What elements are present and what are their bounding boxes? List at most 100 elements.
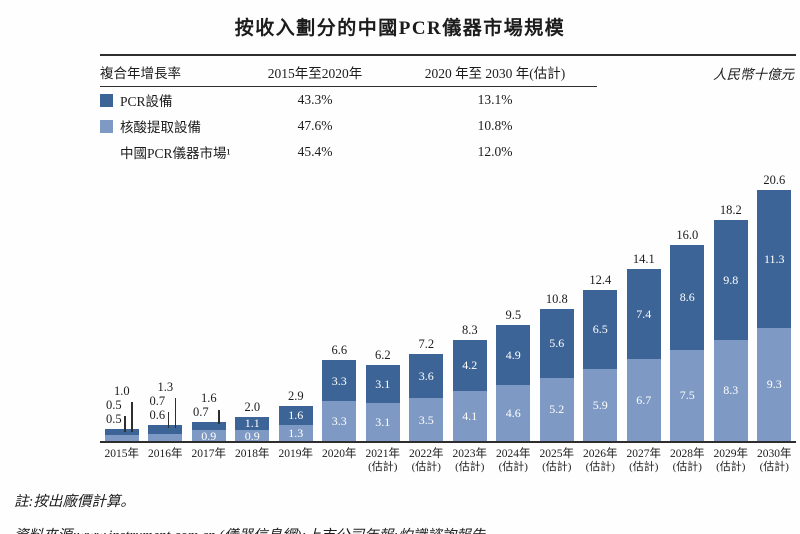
bar-segment-nucleic-acid: 5.9 [583,369,618,441]
bar-segment-callout-label: 0.7 [192,404,209,419]
stacked-bar: 4.2 4.1 [452,339,487,441]
cagr-value: 47.6% [297,118,333,133]
legend-label: 中國PCR儀器市場¹ [120,146,231,161]
bar-total-label: 2.9 [287,388,304,403]
bar-outside-labels: 8.3 [462,323,478,337]
bar-segment-nucleic-acid: 6.7 [626,359,661,441]
legend-row-total-market: 中國PCR儀器市場¹ 45.4% 12.0% [100,139,796,165]
stacked-bar [104,428,139,441]
footnote-source: 資料來源:www.instrument.com.cn (儀器信息網);上市公司年… [14,524,800,534]
bar-outside-labels: 6.6 [331,343,347,357]
x-axis-label: 2015年 [104,448,140,460]
bar-total-label: 8.3 [461,322,478,337]
stacked-bar: 3.1 3.1 [365,365,400,441]
bar-total-label: 16.0 [676,227,699,242]
stacked-bar: 8.6 7.5 [670,244,705,441]
stacked-bar: 3.3 3.3 [322,360,357,441]
bar-segment-pcr-equipment: 8.6 [670,244,705,350]
bar-outside-labels: 2.9 [288,389,304,403]
bar-segment-callout-label: 0.7 [149,394,166,409]
bar-segment-nucleic-acid: 3.5 [409,398,444,441]
bar-segment-nucleic-acid: 3.3 [322,400,357,441]
cagr-value: 12.0% [477,144,513,159]
bar-segment-nucleic-acid: 4.1 [452,391,487,441]
legend-row-pcr-equipment: PCR設備 43.3% 13.1% [100,87,796,113]
header-period-2: 2020 年至 2030 年(估計) [424,66,566,81]
stacked-bar: 1.1 0.9 [235,416,270,442]
bar-outside-labels: 9.5 [505,308,521,322]
bar-segment-nucleic-acid: 3.1 [365,403,400,441]
x-axis-label: 2022年 (估計) [409,448,444,473]
bar-segment-pcr-equipment: 1.6 [278,405,313,426]
cagr-table-header: 複合年增長率 2015年至2020年 2020 年至 2030 年(估計) 人民… [100,56,796,86]
unit-label: 人民幣十億元 [713,67,794,82]
bar-segment-pcr-equipment: 11.3 [757,189,792,328]
bar-total-label: 10.8 [545,292,568,307]
bar-segment-pcr-equipment: 1.1 [235,416,270,430]
legend-label: PCR設備 [120,94,173,109]
stacked-bar: 5.6 5.2 [539,309,574,441]
bar-group: 18.2 9.8 8.3 [709,203,753,441]
bar-group: 7.2 3.6 3.5 [405,337,449,441]
bar-segment-nucleic-acid: 1.3 [278,425,313,441]
top-rule [100,54,796,56]
bar-total-label: 20.6 [763,172,786,187]
x-axis-label: 2027年 (估計) [626,448,662,473]
bar-group: 1.3 0.7 0.6 [144,380,188,441]
footnotes: 註:按出廠價計算。 資料來源:www.instrument.com.cn (儀器… [14,490,800,534]
bar-total-label: 12.4 [589,272,612,287]
header-cagr-label: 複合年增長率 [100,66,181,81]
bar-group: 1.0 0.5 0.5 [100,384,144,441]
bar-group: 1.6 0.7 0.9 [187,391,231,442]
bar-total-label: 14.1 [632,252,655,267]
bar-group: 12.4 6.5 5.9 [579,273,623,441]
x-axis-label: 2021年 (估計) [365,448,401,473]
cagr-table: 複合年增長率 2015年至2020年 2020 年至 2030 年(估計) 人民… [100,54,796,165]
bar-group: 8.3 4.2 4.1 [448,323,492,441]
bar-outside-labels: 16.0 [676,228,698,242]
bar-segment-nucleic-acid: 9.3 [757,327,792,441]
bar-segment-nucleic-acid: 7.5 [670,349,705,441]
bar-outside-labels: 10.8 [546,292,568,306]
stacked-bar: 6.5 5.9 [583,289,618,441]
bar-segment-nucleic-acid: 0.9 [191,430,226,442]
cagr-value: 43.3% [297,92,333,107]
x-axis-label: 2029年 (估計) [713,448,749,473]
x-axis-label: 2016年 [148,448,183,460]
callout-leader-line [218,410,220,424]
bar-outside-labels: 1.0 0.5 0.5 [106,384,138,426]
bar-outside-labels: 12.4 [589,273,611,287]
bar-total-label: 2.0 [244,399,261,414]
x-axis-label: 2017年 [191,448,227,460]
bar-total-label: 7.2 [418,337,435,352]
bar-total-label: 6.6 [331,343,348,358]
bar-segment-nucleic-acid [104,434,139,441]
bar-segment-pcr-equipment: 3.3 [322,360,357,401]
bar-segment-pcr-equipment: 7.4 [626,269,661,360]
x-axis-label: 2020年 [322,448,357,460]
legend-label: 核酸提取設備 [120,120,201,135]
callout-leader-line [131,402,133,432]
stacked-bar [148,425,183,441]
cagr-value: 10.8% [477,118,513,133]
bar-total-label: 18.2 [719,203,742,218]
bar-segment-nucleic-acid: 8.3 [713,339,748,441]
stacked-bar: 0.9 [191,421,226,442]
bar-segment-pcr-equipment: 5.6 [539,309,574,378]
bar-segment-pcr-equipment: 3.1 [365,365,400,404]
cagr-value: 13.1% [477,92,513,107]
stacked-bar-chart: 1.0 0.5 0.5 1.3 0.7 0.6 1.6 0.7 0.9 2.0 1.1 0.9 2.9 1… [100,169,796,443]
bar-total-label: 1.0 [113,383,130,398]
x-axis-label: 2018年 [235,448,270,460]
bar-segment-callout-label: 0.5 [105,397,122,412]
x-axis-label: 2028年 (估計) [670,448,705,473]
x-axis-label: 2019年 [278,448,314,460]
bar-segment-pcr-equipment: 9.8 [713,220,748,340]
header-period-1: 2015年至2020年 [267,66,363,81]
bar-segment-pcr-equipment: 4.2 [452,339,487,391]
bar-outside-labels: 14.1 [633,252,655,266]
bar-segment-nucleic-acid: 0.9 [235,430,270,442]
stacked-bar: 11.3 9.3 [757,189,792,441]
bar-segment-pcr-equipment [191,421,226,430]
bar-segment-pcr-equipment [104,428,139,435]
